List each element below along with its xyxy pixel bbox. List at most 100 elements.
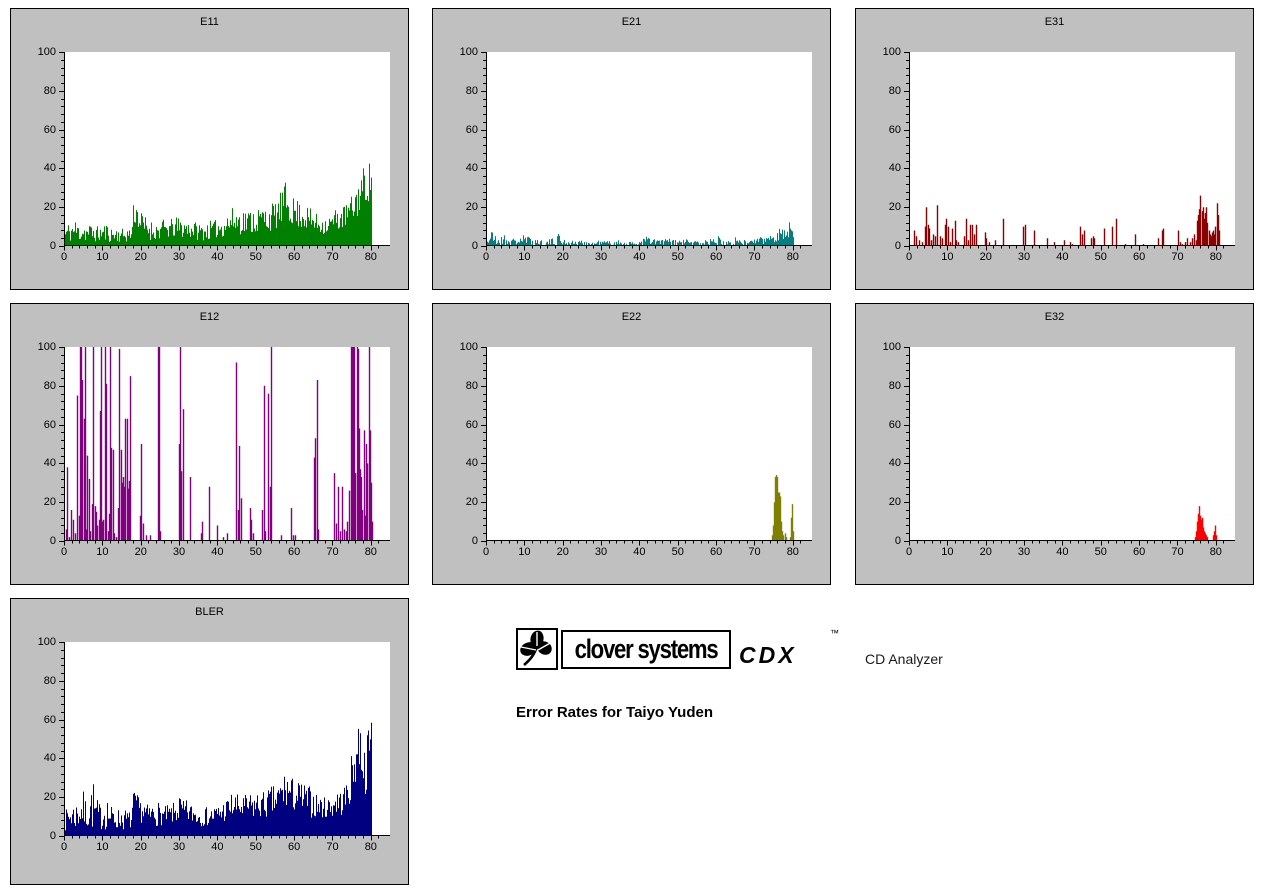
plot-area-e12 (59, 347, 390, 546)
x-tick-label: 0 (60, 841, 68, 853)
x-tick-label: 40 (211, 841, 224, 853)
analyzer-label: CD Analyzer (865, 651, 943, 667)
y-tick-label: 80 (465, 84, 478, 97)
x-tick-label: 0 (482, 546, 490, 558)
x-tick-label: 10 (518, 251, 531, 263)
clover-logo-icon (516, 628, 558, 670)
x-tick-label: 10 (941, 546, 954, 558)
y-tick-label: 80 (43, 379, 56, 392)
y-tick-label: 20 (888, 496, 901, 509)
chart-panel-e21: E21 0 20 40 60 80 100 0 10 20 30 40 50 60 70 80 (432, 8, 831, 290)
x-tick-label: 30 (594, 546, 608, 558)
plot-area-e31 (904, 52, 1235, 251)
x-tick-label: 70 (326, 251, 339, 263)
trademark-symbol: ™ (830, 628, 839, 638)
x-tick-label: 0 (905, 251, 913, 263)
axes (481, 347, 812, 546)
x-tick-label: 80 (1209, 251, 1222, 263)
axes (481, 52, 812, 251)
y-tick-label: 20 (43, 496, 56, 509)
y-tick-label: 80 (43, 84, 56, 97)
x-tick-label: 80 (364, 251, 377, 263)
x-tick-label: 80 (1209, 546, 1222, 558)
x-tick-label: 30 (172, 546, 186, 558)
y-tick-label: 80 (43, 674, 56, 687)
plot-area-e21 (481, 52, 812, 251)
x-tick-label: 20 (979, 251, 992, 263)
chart-panel-e11: E11 0 20 40 60 80 100 0 10 20 30 40 50 60 70 80 (10, 8, 409, 290)
y-tick-label: 20 (465, 496, 478, 509)
x-tick-label: 10 (96, 546, 109, 558)
axes (59, 642, 390, 841)
y-tick-label: 100 (37, 636, 56, 648)
x-tick-label: 10 (518, 546, 531, 558)
x-tick-label: 80 (786, 546, 799, 558)
x-tick-label: 60 (709, 251, 723, 263)
x-tick-label: 70 (748, 546, 761, 558)
axes (904, 52, 1235, 251)
x-tick-label: 50 (249, 251, 262, 263)
x-tick-label: 30 (172, 251, 186, 263)
y-tick-label: 100 (459, 341, 478, 353)
x-tick-label: 70 (748, 251, 761, 263)
y-tick-label: 60 (888, 418, 901, 431)
x-tick-label: 40 (211, 546, 224, 558)
y-tick-label: 0 (49, 240, 56, 252)
data-series-e22 (771, 475, 795, 541)
plot-area-bler (59, 642, 390, 841)
x-tick-label: 10 (941, 251, 954, 263)
x-tick-label: 10 (96, 841, 109, 853)
chart-title-bler: BLER (195, 606, 224, 618)
y-tick-label: 20 (465, 201, 478, 214)
plot-area-e22 (481, 347, 812, 546)
x-tick-label: 70 (1171, 251, 1184, 263)
y-tick-label: 40 (43, 162, 56, 175)
x-tick-label: 30 (1017, 546, 1031, 558)
y-tick-label: 60 (43, 418, 56, 431)
plot-area-e32 (904, 347, 1235, 546)
y-tick-label: 40 (465, 162, 478, 175)
report-title: Error Rates for Taiyo Yuden (516, 704, 713, 721)
x-tick-label: 50 (671, 546, 684, 558)
y-tick-label: 0 (471, 535, 478, 547)
x-tick-label: 60 (1132, 546, 1146, 558)
x-tick-label: 20 (979, 546, 992, 558)
y-tick-label: 100 (37, 46, 56, 58)
x-tick-label: 80 (786, 251, 799, 263)
y-tick-label: 0 (49, 535, 56, 547)
x-tick-label: 50 (1094, 251, 1107, 263)
x-tick-label: 0 (60, 546, 68, 558)
x-tick-label: 20 (134, 841, 147, 853)
y-tick-label: 60 (465, 418, 478, 431)
x-tick-label: 0 (60, 251, 68, 263)
logo-text-box: clover systems (561, 630, 731, 669)
x-tick-label: 70 (326, 546, 339, 558)
y-tick-label: 0 (894, 240, 901, 252)
y-tick-label: 40 (43, 752, 56, 765)
data-series-e31 (913, 195, 1221, 246)
x-tick-label: 40 (633, 546, 646, 558)
x-tick-label: 60 (287, 251, 301, 263)
y-tick-label: 40 (888, 162, 901, 175)
y-tick-label: 40 (43, 457, 56, 470)
y-tick-label: 80 (888, 379, 901, 392)
chart-panel-e22: E22 0 20 40 60 80 100 0 10 20 30 40 50 60 70 80 (432, 303, 831, 585)
x-tick-label: 30 (1017, 251, 1031, 263)
chart-panel-e32: E32 0 20 40 60 80 100 0 10 20 30 40 50 60 70 80 (855, 303, 1254, 585)
x-tick-label: 70 (326, 841, 339, 853)
x-tick-label: 0 (905, 546, 913, 558)
x-tick-label: 60 (709, 546, 723, 558)
x-tick-label: 50 (249, 546, 262, 558)
y-tick-label: 100 (882, 46, 901, 58)
x-tick-label: 50 (249, 841, 262, 853)
y-tick-label: 100 (37, 341, 56, 353)
y-tick-label: 0 (894, 535, 901, 547)
y-tick-label: 20 (888, 201, 901, 214)
x-tick-label: 10 (96, 251, 109, 263)
y-tick-label: 100 (459, 46, 478, 58)
x-tick-label: 50 (671, 251, 684, 263)
x-tick-label: 50 (1094, 546, 1107, 558)
y-tick-label: 60 (888, 123, 901, 136)
chart-panel-e12: E12 0 20 40 60 80 100 0 10 20 30 40 50 60 70 80 (10, 303, 409, 585)
